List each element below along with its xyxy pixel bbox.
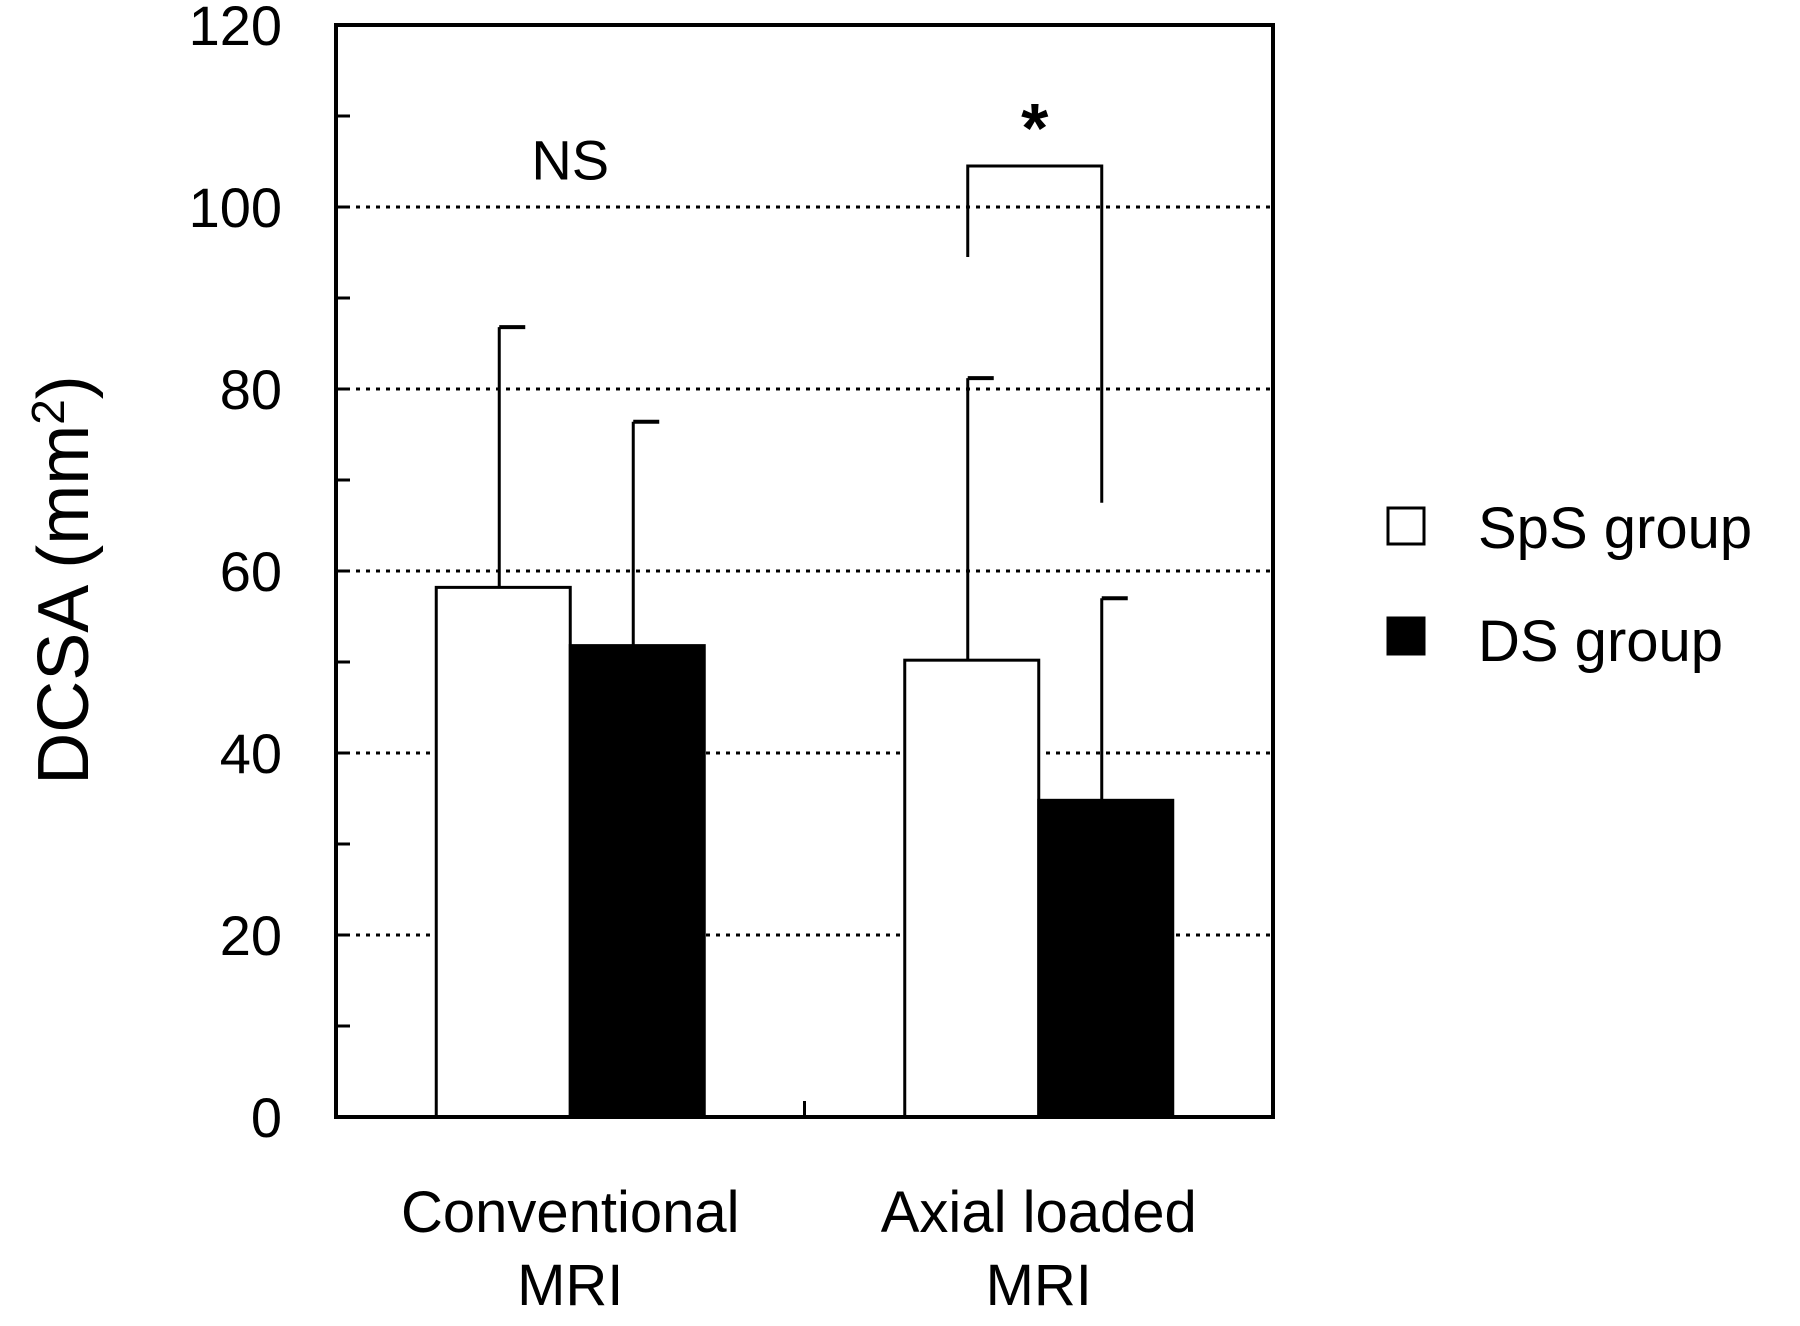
x-axis-category-labels: Conventional MRI Axial loaded MRI [401,1180,1197,1318]
y-tick-label: 40 [220,722,282,785]
y-tick-label: 0 [251,1086,282,1149]
x-category-label-line2: MRI [517,1253,623,1318]
bar-ds [568,644,706,1119]
y-axis-tick-labels: 0 20 40 60 80 100 120 [189,0,282,1149]
x-category-label-line2: MRI [986,1253,1092,1318]
significance-star: * [1021,89,1049,167]
bar-sps [434,585,572,1119]
y-tick-label: 120 [189,0,282,57]
significance-bracket [966,164,1104,503]
bar-ds [1037,798,1175,1119]
bar-sps [903,658,1041,1119]
legend: SpS group DS group [1386,496,1752,674]
y-axis-title: DCSA (mm2) [22,375,104,785]
y-axis-ticks [336,23,806,1119]
significance-annotations: NS * [531,89,1104,503]
bars [434,585,1175,1119]
legend-swatch-ds [1386,616,1426,656]
legend-label-ds: DS group [1478,609,1723,674]
legend-swatch-sps [1386,506,1426,546]
error-bars [497,325,1128,801]
y-tick-label: 60 [220,540,282,603]
x-category-label-line1: Conventional [401,1180,740,1245]
y-tick-label: 80 [220,358,282,421]
x-category-label-line1: Axial loaded [881,1180,1197,1245]
significance-label-ns: NS [531,129,609,192]
y-tick-label: 20 [220,904,282,967]
legend-label-sps: SpS group [1478,496,1752,561]
y-tick-label: 100 [189,176,282,239]
